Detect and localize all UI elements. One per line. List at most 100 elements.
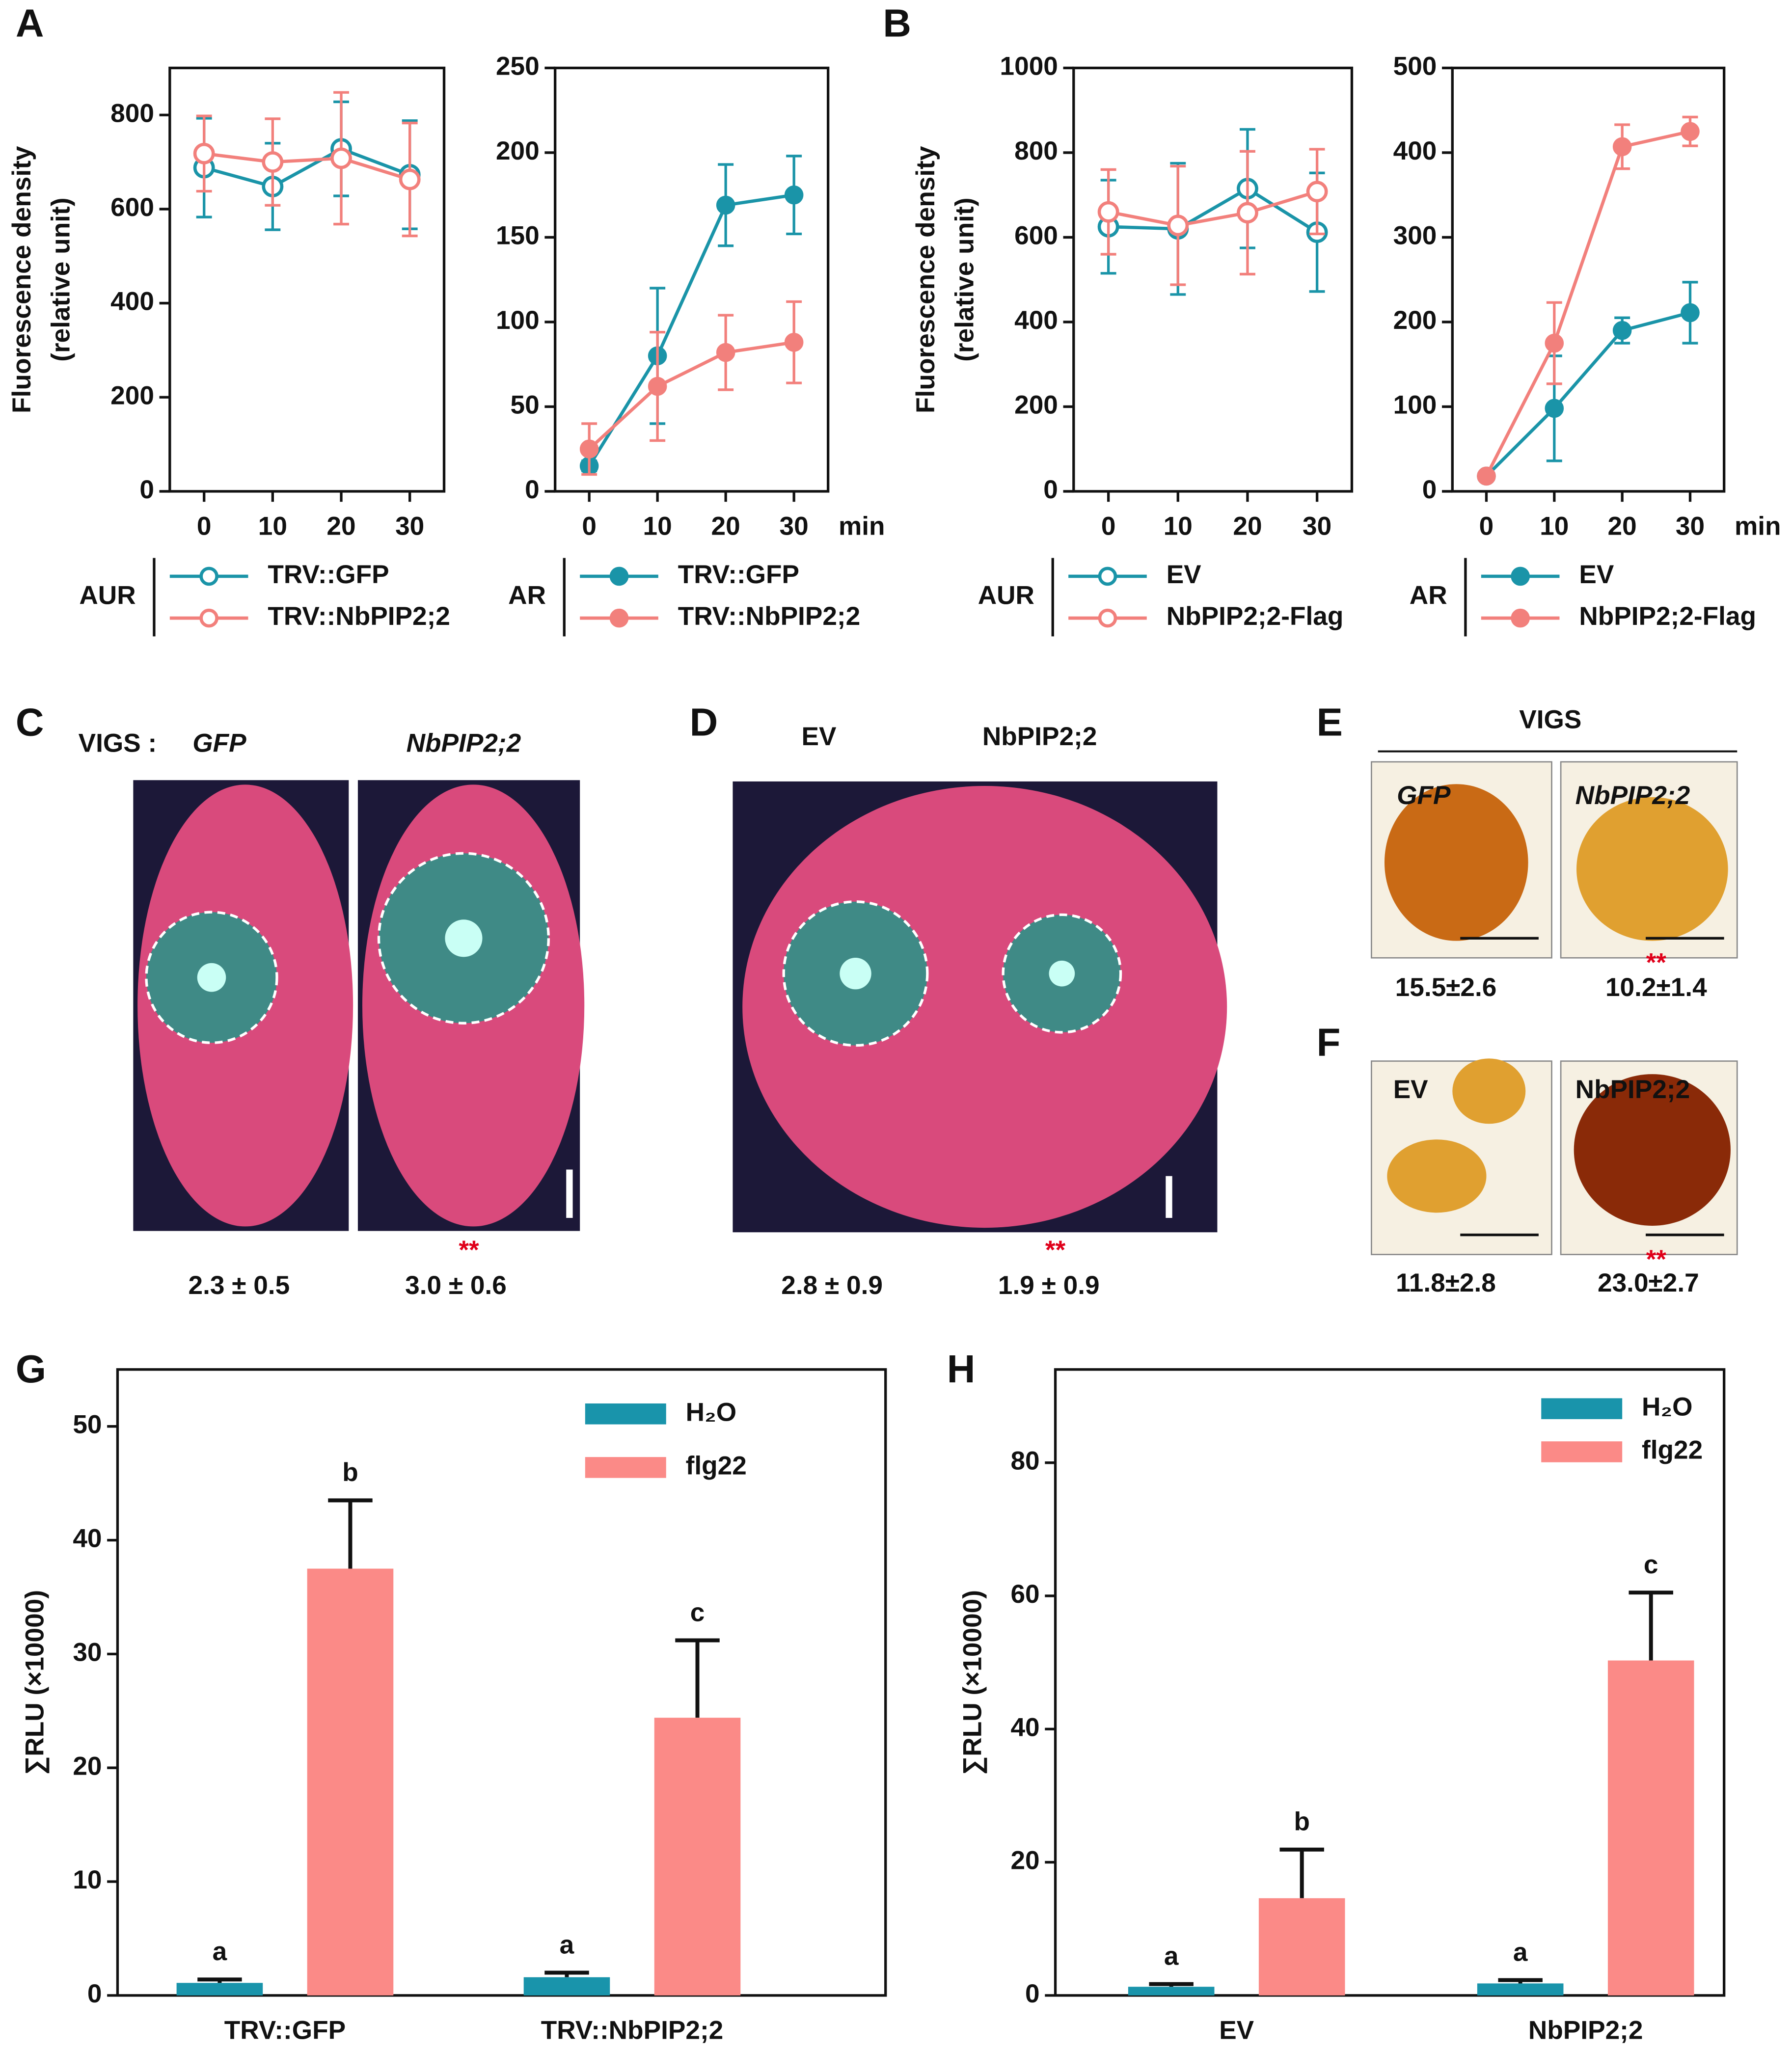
legend-marker: [1511, 566, 1530, 586]
x-tick-label: 20: [1233, 512, 1262, 540]
y-tick-label: 400: [1014, 306, 1058, 335]
leaf: [742, 786, 1227, 1228]
error-bar: [1498, 1978, 1543, 1984]
y-tick-label: 250: [496, 52, 540, 81]
significance: **: [1045, 1236, 1066, 1265]
y-tick-label: 200: [496, 136, 540, 165]
y-tick-label: 800: [1014, 136, 1058, 165]
series-line: [588, 341, 794, 451]
y-axis-label: (relative unit): [47, 198, 76, 362]
panel-label: H: [947, 1347, 976, 1391]
y-axis-label: Fluorescence density: [7, 146, 36, 413]
series-line: [1485, 130, 1691, 477]
y-tick-label: 0: [1025, 1979, 1040, 2008]
significance-letter: c: [1644, 1550, 1658, 1579]
x-tick-label: 30: [1303, 512, 1331, 540]
y-axis-label: ∑RLU (×10000): [21, 1590, 50, 1775]
legend-marker: [199, 608, 218, 628]
plot-frame: [553, 66, 830, 493]
plot-frame: [1072, 66, 1354, 493]
stain: [1387, 1139, 1487, 1213]
x-tick-label: 0: [197, 512, 212, 540]
legend-label: TRV::NbPIP2;2: [678, 602, 861, 631]
legend-swatch: [585, 1457, 666, 1478]
legend-label: TRV::NbPIP2;2: [268, 602, 450, 631]
significance: **: [1646, 1245, 1667, 1274]
y-tick-label: 100: [496, 306, 540, 335]
series-line: [588, 193, 794, 467]
error-bar: [675, 1638, 720, 1718]
y-tick-label: 400: [110, 287, 154, 316]
point: [1237, 202, 1258, 224]
x-tick-label: 20: [711, 512, 740, 540]
point: [1681, 303, 1700, 323]
legend-label: NbPIP2;2-Flag: [1579, 602, 1756, 631]
quantification: 2.8 ± 0.9: [781, 1271, 883, 1300]
plot-frame: [116, 1368, 887, 1997]
x-tick-label: 20: [326, 512, 355, 540]
x-tick-label: 20: [1608, 512, 1637, 540]
y-tick-label: 1000: [1000, 52, 1058, 81]
legend-label: H₂O: [1642, 1393, 1692, 1422]
panel-label: D: [690, 700, 718, 744]
legend-label: NbPIP2;2-Flag: [1167, 602, 1344, 631]
legend-swatch: [585, 1403, 666, 1425]
stain: [1576, 797, 1728, 941]
quantification: 3.0 ± 0.6: [405, 1271, 507, 1300]
x-tick-label: 10: [1540, 512, 1569, 540]
x-tick-label: 30: [1676, 512, 1705, 540]
point: [1167, 215, 1189, 237]
y-axis-label: Fluorescence density: [911, 146, 940, 413]
y-axis-label: ∑RLU (×10000): [958, 1590, 987, 1775]
legend-label: EV: [1579, 560, 1614, 589]
significance: **: [459, 1236, 479, 1265]
point: [648, 377, 667, 396]
panel-label: C: [16, 700, 44, 744]
legend-label: H₂O: [686, 1398, 736, 1427]
point: [262, 151, 284, 173]
x-tick-label: 30: [780, 512, 809, 540]
point: [1612, 137, 1632, 157]
bar: [176, 1983, 263, 1995]
infiltration-spot: [445, 919, 483, 957]
series-line: [204, 152, 410, 181]
y-tick-label: 20: [73, 1752, 102, 1780]
infiltration-spot: [197, 963, 226, 992]
x-tick-label: 10: [258, 512, 287, 540]
legend-label: TRV::GFP: [268, 560, 389, 589]
sample-label: NbPIP2;2: [982, 722, 1097, 751]
significance-letter: b: [342, 1458, 358, 1487]
bar: [1128, 1987, 1215, 1995]
point: [784, 185, 804, 205]
quantification: 10.2±1.4: [1605, 973, 1707, 1002]
significance-letter: a: [1164, 1942, 1179, 1971]
legend-marker: [609, 608, 629, 628]
stain: [1574, 1074, 1731, 1226]
point: [1306, 181, 1328, 203]
series-line: [1108, 187, 1318, 234]
legend-title: AUR: [978, 581, 1034, 610]
y-tick-label: 150: [496, 221, 540, 250]
y-tick-label: 200: [1014, 390, 1058, 419]
legend-marker: [1098, 566, 1117, 586]
point: [716, 343, 735, 362]
plot-frame: [1451, 66, 1726, 493]
x-tick-label: 0: [1479, 512, 1494, 540]
y-tick-label: 80: [1010, 1447, 1039, 1476]
y-tick-label: 200: [1393, 306, 1437, 335]
significance-letter: a: [1513, 1938, 1528, 1967]
legend-title: AR: [508, 581, 546, 610]
legend-label: TRV::GFP: [678, 560, 799, 589]
x-tick-label: 0: [1101, 512, 1116, 540]
panel-label: B: [883, 1, 911, 45]
sample-label: GFP: [1397, 781, 1451, 810]
y-tick-label: 40: [1010, 1713, 1039, 1742]
sample-label: EV: [802, 722, 837, 751]
y-tick-label: 50: [73, 1410, 102, 1439]
legend-label: flg22: [686, 1451, 747, 1480]
error-bar: [544, 1970, 589, 1977]
infiltration-spot: [840, 957, 871, 990]
point: [330, 147, 352, 169]
y-tick-label: 0: [139, 475, 154, 504]
error-bar: [1629, 1591, 1673, 1661]
